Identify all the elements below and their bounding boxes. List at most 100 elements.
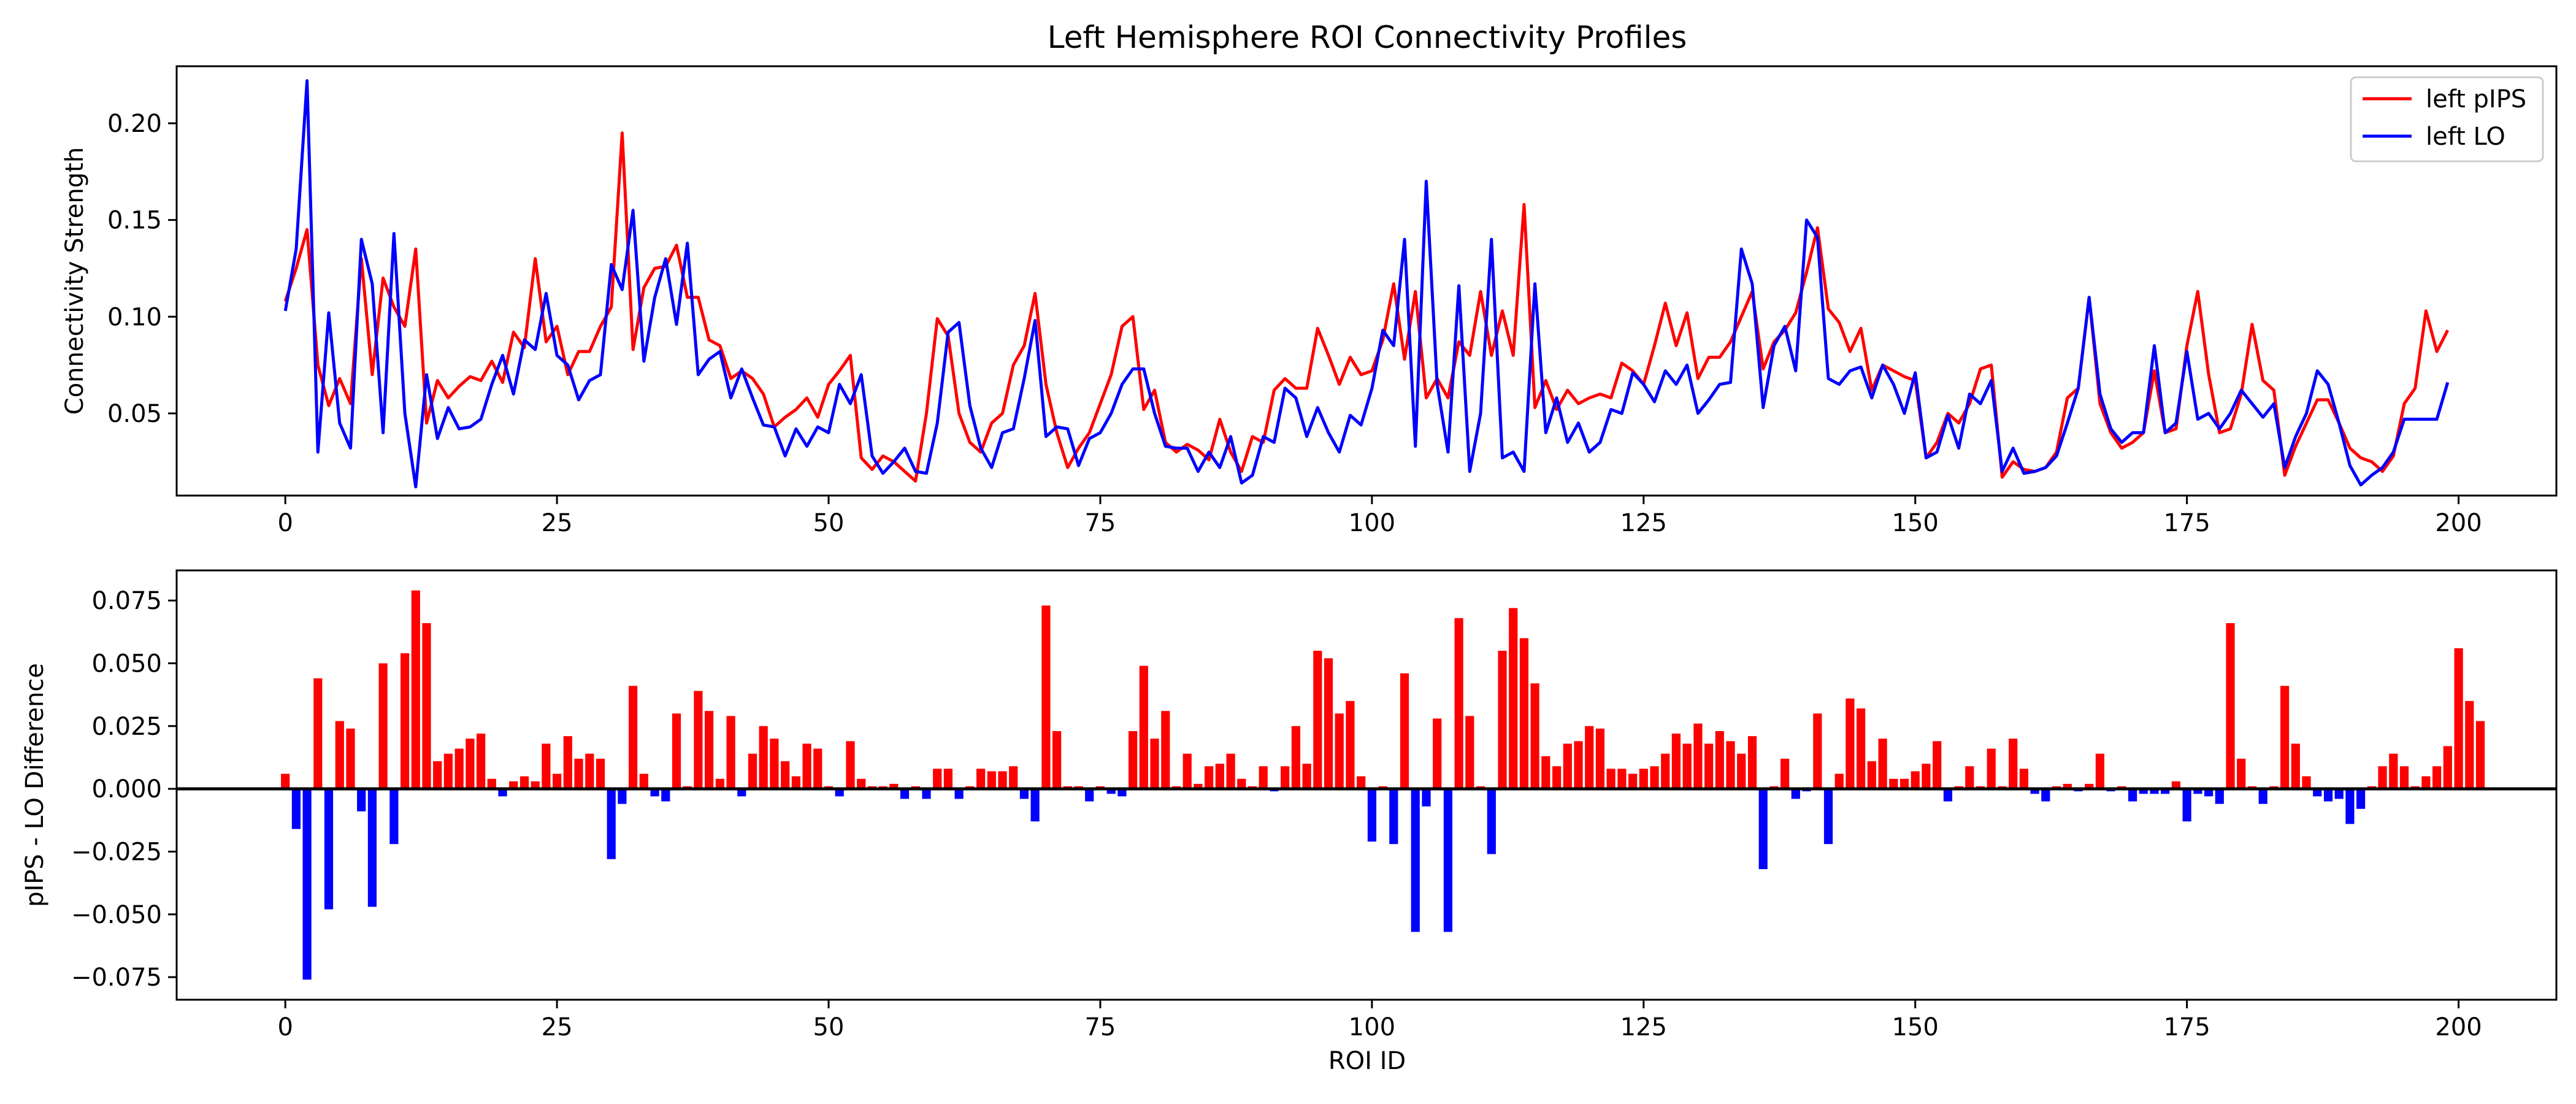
difference-bar (542, 743, 551, 789)
difference-bar (378, 663, 388, 789)
difference-bar (2313, 789, 2322, 797)
difference-bar (1302, 764, 1311, 789)
difference-bar (487, 778, 496, 789)
difference-bar (1781, 759, 1790, 789)
bottom-x-tick-label: 175 (2163, 1013, 2210, 1041)
difference-bar (2345, 789, 2355, 824)
difference-bar (498, 789, 507, 797)
legend: left pIPS left LO (2350, 76, 2544, 163)
difference-bar (1617, 769, 1627, 789)
difference-bar (2128, 789, 2137, 802)
difference-bar (1552, 766, 1562, 789)
difference-bar (1313, 651, 1322, 789)
difference-bar (1867, 761, 1876, 789)
difference-bar (1194, 784, 1203, 789)
bottom-x-tick-label: 125 (1620, 1013, 1667, 1041)
difference-bar (1433, 718, 1442, 789)
difference-bar (1519, 638, 1528, 789)
difference-bar (281, 773, 290, 789)
difference-bar (302, 789, 312, 980)
difference-bar (1411, 789, 1420, 932)
difference-bar (737, 789, 746, 797)
difference-bar (1487, 789, 1496, 854)
difference-bar (1704, 743, 1714, 789)
difference-bar (2323, 789, 2333, 802)
difference-bar (1215, 764, 1224, 789)
difference-bar (715, 778, 724, 789)
difference-bar (1085, 789, 1094, 802)
bottom-y-tick-label: 0.050 (91, 650, 162, 678)
difference-bar (1139, 665, 1148, 789)
top-x-tick-label: 0 (277, 509, 293, 537)
difference-bar (1650, 766, 1659, 789)
top-y-tick-label: 0.20 (107, 110, 162, 138)
difference-bar (563, 736, 572, 789)
difference-bar (1226, 753, 1235, 789)
difference-bar (1422, 789, 1431, 807)
difference-bar (1758, 789, 1768, 870)
difference-bar (335, 721, 344, 789)
difference-bar (2193, 789, 2202, 794)
difference-bar (1052, 731, 1062, 789)
top-x-tick-label: 200 (2435, 509, 2482, 537)
difference-bar (1747, 736, 1757, 789)
difference-bar (900, 789, 910, 799)
bottom-y-tick-label: −0.050 (71, 901, 162, 929)
difference-bar (389, 789, 399, 845)
difference-bar (1509, 608, 1518, 789)
difference-bar (2443, 746, 2452, 789)
difference-bar (2085, 784, 2094, 789)
bottom-x-axis-label: ROI ID (1328, 1047, 1406, 1075)
difference-bar (1443, 789, 1452, 932)
bottom-x-tick-label: 75 (1084, 1013, 1116, 1041)
top-x-tick-label: 100 (1349, 509, 1395, 537)
bottom-y-tick-label: −0.025 (71, 838, 162, 866)
difference-bar (1846, 698, 1855, 789)
difference-bar (1281, 766, 1290, 789)
difference-bar (2171, 781, 2180, 789)
difference-bar (454, 748, 464, 789)
bottom-plot-marks (281, 590, 2485, 980)
difference-bar (791, 776, 800, 789)
difference-bar (933, 769, 942, 789)
difference-bar (574, 759, 583, 789)
difference-bar (922, 789, 931, 799)
difference-bar (954, 789, 964, 799)
difference-bar (2258, 789, 2267, 804)
difference-bar (1693, 723, 1703, 789)
difference-bar (1237, 778, 1246, 789)
difference-bar (1106, 789, 1116, 794)
difference-bar (1454, 618, 1463, 789)
difference-bar (1129, 731, 1138, 789)
top-x-tick-label: 25 (542, 509, 573, 537)
difference-bar (1834, 773, 1844, 789)
difference-bar (1357, 776, 1366, 789)
top-x-tick-label: 175 (2163, 509, 2210, 537)
top-x-tick-label: 150 (1892, 509, 1939, 537)
bottom-panel: 0 25 50 75 100 125 150 175 200 −0.075 −0.050 −0.02… (21, 569, 2558, 1075)
difference-bar (1335, 713, 1344, 789)
difference-bar (1150, 738, 1159, 789)
difference-bar (672, 713, 681, 789)
top-y-ticks: 0.05 0.10 0.15 0.20 (107, 110, 177, 428)
difference-bar (2019, 769, 2028, 789)
difference-bar (1606, 769, 1616, 789)
difference-bar (1595, 728, 1604, 789)
difference-bar (2182, 789, 2191, 822)
difference-bar (1726, 741, 1735, 789)
difference-bar (1161, 711, 1170, 789)
difference-bar (1030, 789, 1040, 822)
difference-bar (1933, 741, 1942, 789)
difference-bar (2215, 789, 2224, 804)
difference-bar (1574, 741, 1583, 789)
difference-bar (2378, 766, 2387, 789)
legend-label-lo: left LO (2426, 123, 2505, 151)
difference-bar (976, 769, 986, 789)
difference-bar (1899, 778, 1909, 789)
chart-title: Left Hemisphere ROI Connectivity Profile… (1048, 20, 1687, 55)
difference-bar (629, 686, 638, 789)
difference-bar (987, 771, 996, 789)
difference-bar (835, 789, 844, 797)
